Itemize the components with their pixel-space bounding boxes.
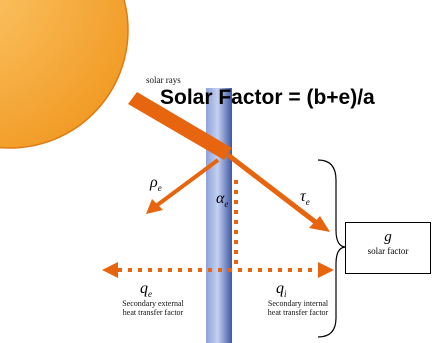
alpha-symbol: αe [216,190,229,210]
right-heat-arrowhead [318,262,334,278]
rho-symbol: ρe [150,174,162,194]
left-heat-arrowhead [102,262,118,278]
sun-shape [0,0,129,149]
q-internal-symbol: qi [276,280,287,300]
solar-factor-formula: Solar Factor = (b+e)/a [160,86,375,109]
transmitted-ray [226,153,320,226]
glass-pane [206,88,232,343]
secondary-external-label: Secondary external heat transfer factor [122,299,184,317]
solar-factor-box: g solar factor [345,222,431,274]
g-label: solar factor [367,246,409,256]
reflected-arrowhead [146,199,163,214]
g-symbol: g [384,229,392,245]
secondary-internal-label: Secondary internal heat transfer factor [267,299,329,317]
reflected-ray [154,158,220,208]
tau-symbol: τe [300,188,310,208]
incident-ray [128,92,232,160]
solar-rays-label: solar rays [146,75,181,85]
transmitted-arrowhead [309,216,330,232]
q-external-symbol: qe [140,280,152,300]
